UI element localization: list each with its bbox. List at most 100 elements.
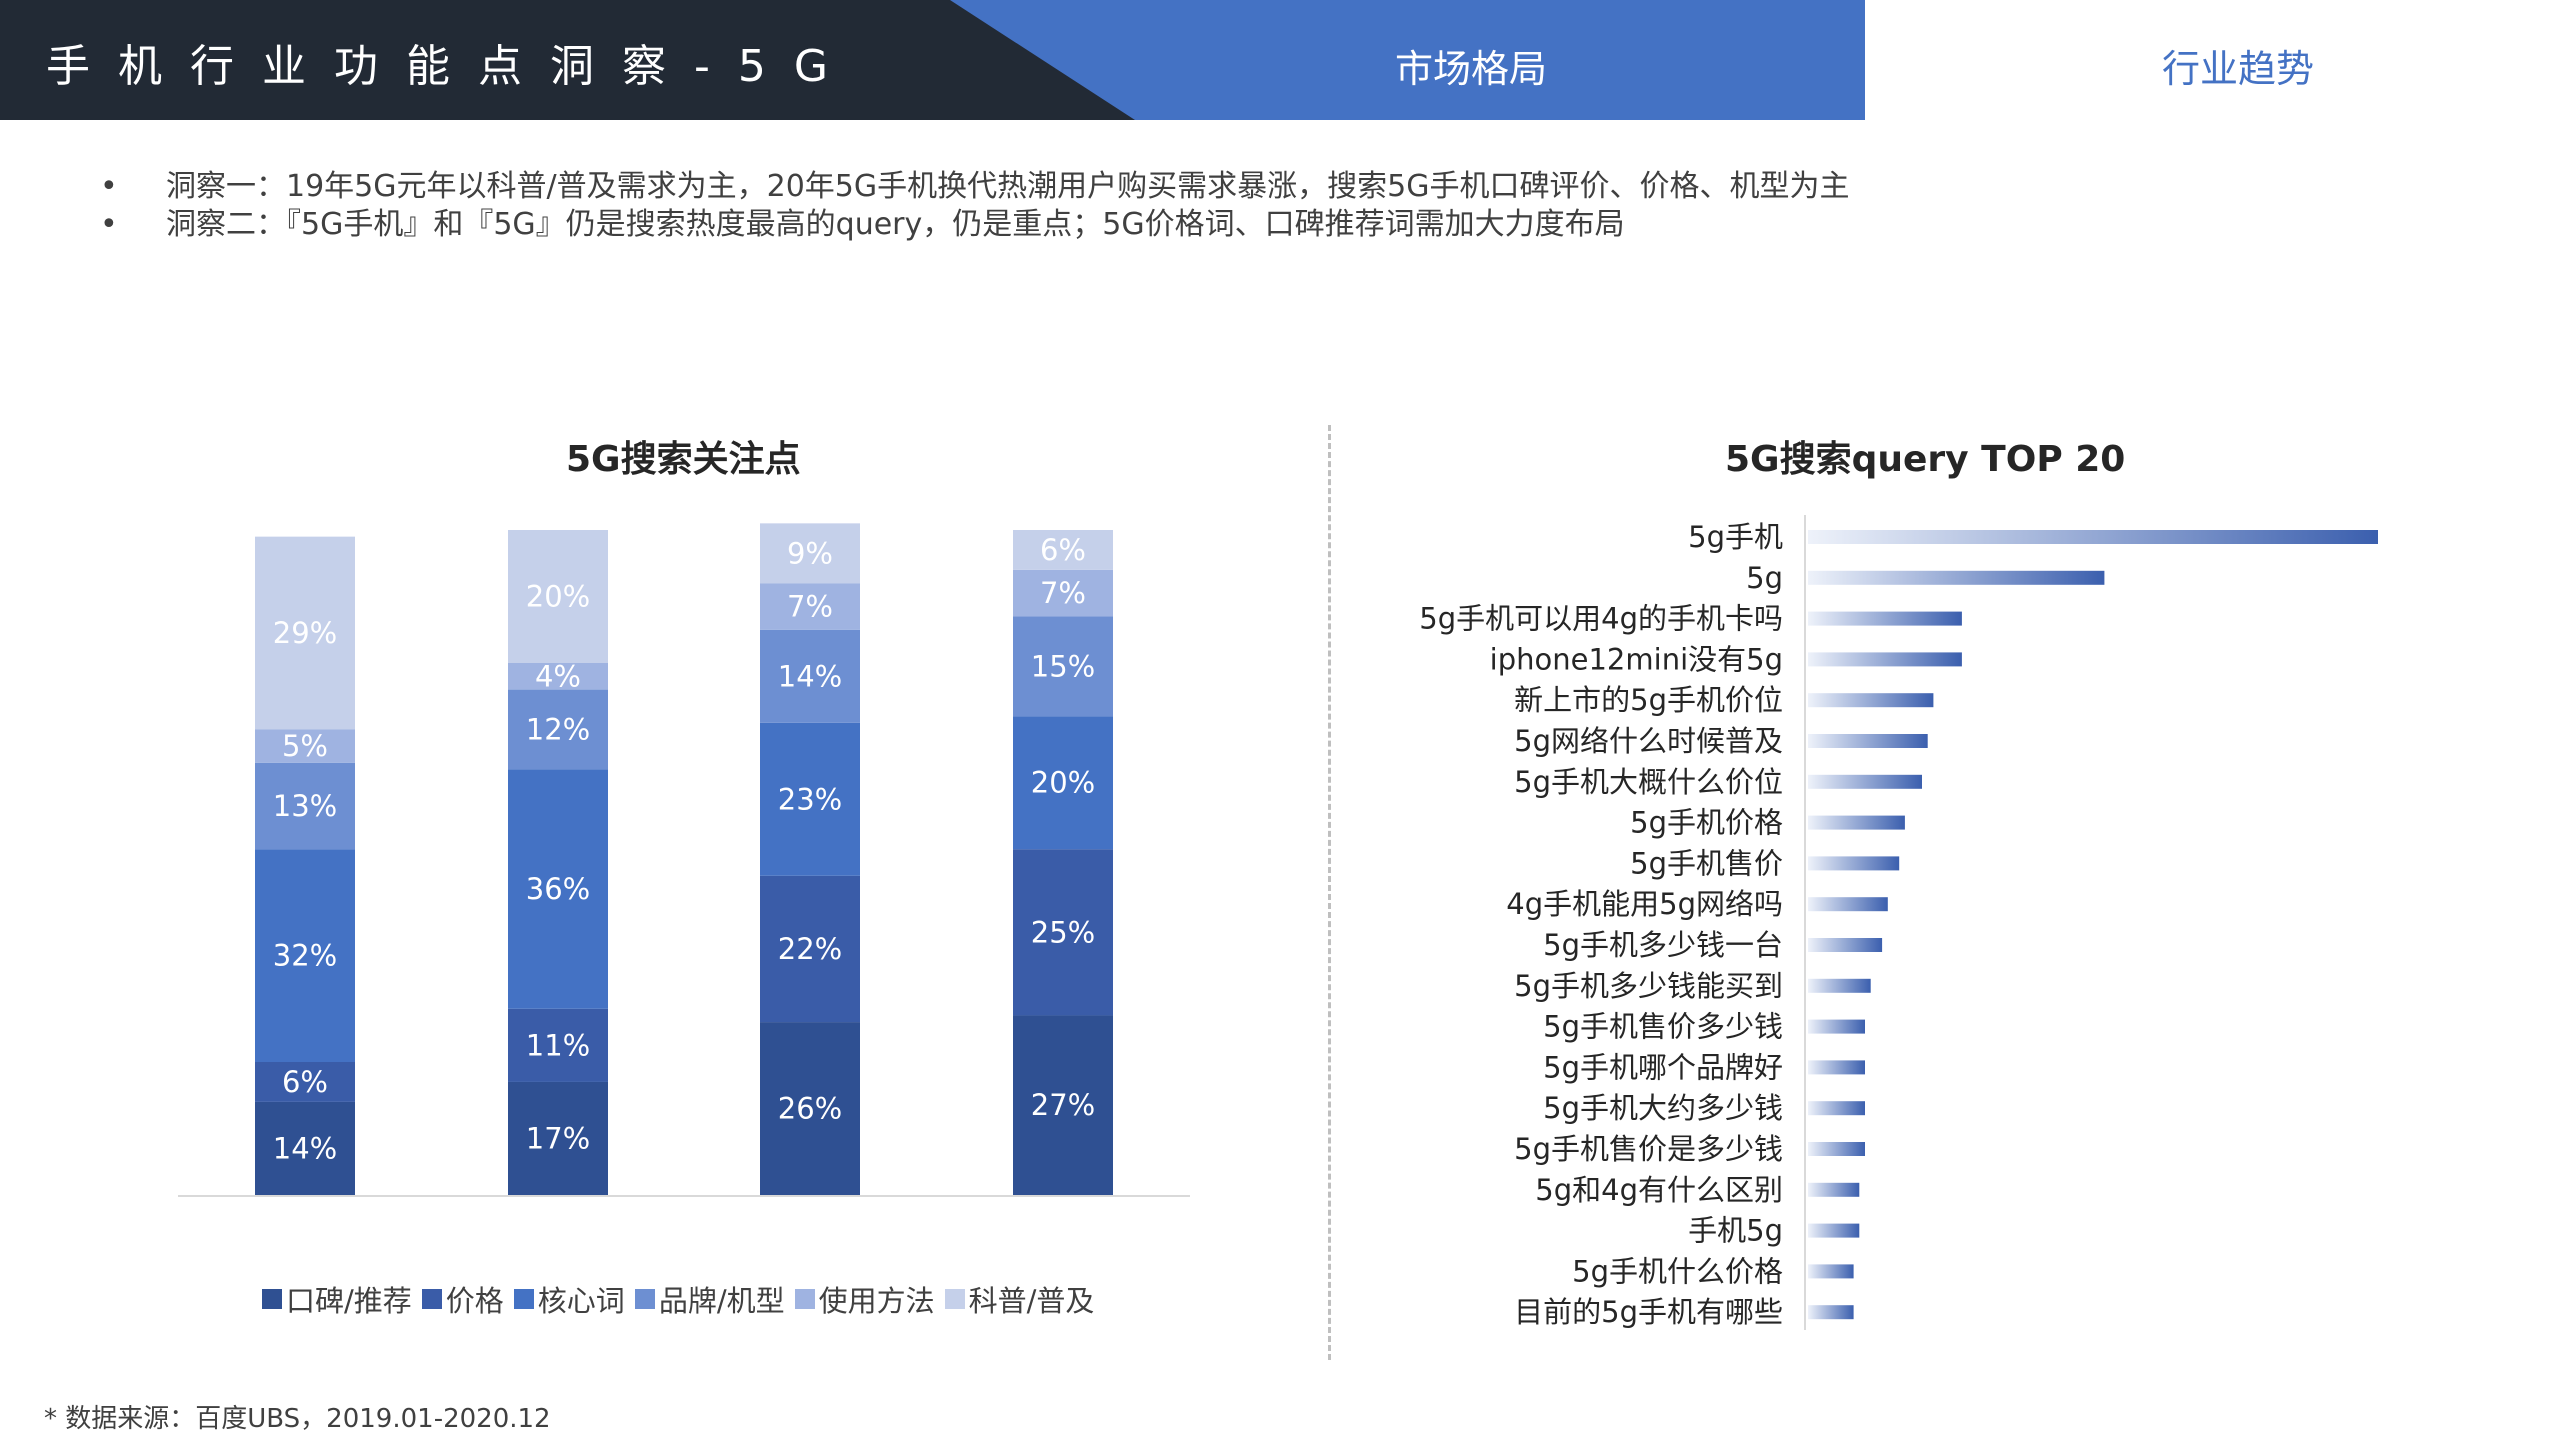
- bar-segment: [508, 530, 608, 663]
- bar: [1808, 1182, 1860, 1197]
- legend-label: 核心词: [537, 1284, 625, 1318]
- bar-segment: [760, 875, 860, 1023]
- bar-segment: [1013, 616, 1113, 717]
- bar-segment: [1013, 716, 1113, 850]
- bullet-icon: •: [100, 169, 118, 204]
- data-label: 5%: [282, 729, 328, 763]
- category-label: 手机5g: [1688, 1214, 1783, 1248]
- category-label: 5g手机多少钱能买到: [1514, 969, 1783, 1003]
- data-label: 22%: [778, 932, 842, 966]
- category-label: 5g网络什么时候普及: [1514, 724, 1783, 758]
- category-label: 5g手机价格: [1630, 806, 1783, 840]
- data-label: 32%: [273, 939, 337, 973]
- left-chart-title: 5G搜索关注点: [566, 439, 801, 480]
- legend-item: 价格: [421, 1278, 504, 1320]
- bar: [1808, 530, 2378, 544]
- bar-segment: [1013, 530, 1113, 570]
- bar-segment: [255, 762, 355, 850]
- bar-segment: [760, 1022, 860, 1195]
- legend-item: 科普/普及: [944, 1278, 1095, 1320]
- bar-segment: [255, 729, 355, 763]
- data-label: 26%: [778, 1092, 842, 1126]
- bar: [1808, 1305, 1854, 1320]
- category-label: 5g手机: [1688, 520, 1783, 554]
- category-label: 5g手机售价是多少钱: [1514, 1132, 1783, 1166]
- right-chart-title: 5G搜索query TOP 20: [1725, 439, 2126, 480]
- header-background: [0, 0, 1865, 120]
- legend-item: 口碑/推荐: [262, 1278, 412, 1320]
- bar: [1808, 1223, 1860, 1238]
- chart-divider: [1328, 425, 1331, 1360]
- legend-label: 科普/普及: [968, 1284, 1095, 1318]
- legend-item: 品牌/机型: [634, 1278, 785, 1320]
- legend-swatch: [513, 1289, 534, 1309]
- bar: [1808, 774, 1922, 789]
- data-label: 25%: [1031, 915, 1095, 949]
- category-label: 5g手机哪个品牌好: [1543, 1050, 1783, 1084]
- legend-label: 价格: [445, 1284, 504, 1318]
- bar-segment: [1013, 1015, 1113, 1195]
- horizontal-bar-chart: 5g手机5g5g手机可以用4g的手机卡吗iphone12mini没有5g新上市的…: [1419, 515, 2378, 1330]
- data-label: 6%: [1040, 533, 1086, 567]
- bar: [1808, 734, 1928, 748]
- bar: [1808, 1101, 1865, 1116]
- tab-trend[interactable]: 行业趋势: [2162, 47, 2315, 91]
- bar: [1808, 897, 1888, 912]
- legend-item: 核心词: [513, 1278, 625, 1320]
- category-label: 目前的5g手机有哪些: [1514, 1295, 1783, 1329]
- stacked-bar-chart: 14% 6% 32% 13% 5% 29% 17% 11% 36% 12% 4% 20% 26% 22% 2…: [178, 523, 1190, 1197]
- bar: [1808, 611, 1962, 626]
- data-label: 7%: [787, 589, 833, 623]
- bar-segment: [760, 583, 860, 630]
- category-label: 5g手机售价多少钱: [1543, 1010, 1783, 1044]
- category-label: 5g和4g有什么区别: [1535, 1173, 1783, 1207]
- data-label: 15%: [1031, 649, 1095, 683]
- bar-segment: [760, 523, 860, 584]
- header-dark-band: [0, 0, 1135, 120]
- category-label: 4g手机能用5g网络吗: [1506, 887, 1783, 921]
- data-label: 29%: [273, 616, 337, 650]
- data-label: 36%: [526, 872, 590, 906]
- category-label: 5g手机什么价格: [1572, 1254, 1783, 1288]
- bar-segment: [255, 849, 355, 1062]
- chart-legend: 口碑/推荐 价格 核心词 品牌/机型 使用方法 科普/普及: [262, 1278, 1094, 1320]
- bar: [1808, 815, 1905, 830]
- header-bar: 手机行业功能点洞察-5G 市场格局 行业趋势: [0, 0, 2560, 120]
- bar-segment: [760, 629, 860, 723]
- insight-text: 洞察一：19年5G元年以科普/普及需求为主，20年5G手机换代热潮用户购买需求暴…: [166, 169, 1850, 204]
- tab-market[interactable]: 市场格局: [1395, 47, 1548, 91]
- bar: [1808, 652, 1962, 667]
- data-label: 7%: [1040, 576, 1086, 610]
- bar-segment: [1013, 569, 1113, 617]
- legend-swatch: [794, 1289, 815, 1309]
- data-label: 9%: [787, 536, 833, 570]
- data-label: 23%: [778, 782, 842, 816]
- bar-segment: [508, 769, 608, 1009]
- category-label: iphone12mini没有5g: [1490, 642, 1783, 676]
- bar-segment: [255, 1101, 355, 1195]
- bar: [1808, 978, 1871, 993]
- bar-segment: [508, 1008, 608, 1082]
- category-label: 5g手机多少钱一台: [1543, 928, 1783, 962]
- insight-item: • 洞察一：19年5G元年以科普/普及需求为主，20年5G手机换代热潮用户购买需…: [100, 168, 1849, 206]
- bullet-icon: •: [100, 207, 118, 242]
- data-label: 11%: [526, 1028, 590, 1062]
- bar-segment: [760, 722, 860, 876]
- category-label: 5g手机可以用4g的手机卡吗: [1419, 602, 1783, 636]
- bar-segment: [1013, 849, 1113, 1016]
- insight-text: 洞察二：『5G手机』和『5G』仍是搜索热度最高的query，仍是重点；5G价格词…: [166, 207, 1625, 242]
- legend-label: 品牌/机型: [658, 1284, 785, 1318]
- category-label: 5g手机大概什么价位: [1514, 765, 1783, 799]
- bar: [1808, 1060, 1865, 1075]
- bar: [1808, 856, 1900, 871]
- category-label: 5g手机售价: [1630, 846, 1783, 880]
- bar: [1808, 693, 1934, 708]
- data-label: 17%: [526, 1121, 590, 1155]
- category-label: 5g手机大约多少钱: [1543, 1091, 1783, 1125]
- data-source-note: * 数据来源：百度UBS，2019.01-2020.12: [44, 1404, 551, 1434]
- legend-swatch: [634, 1289, 655, 1309]
- data-label: 14%: [273, 1131, 337, 1165]
- bar-segment: [255, 1062, 355, 1102]
- data-label: 4%: [535, 659, 581, 693]
- bar: [1808, 570, 2105, 585]
